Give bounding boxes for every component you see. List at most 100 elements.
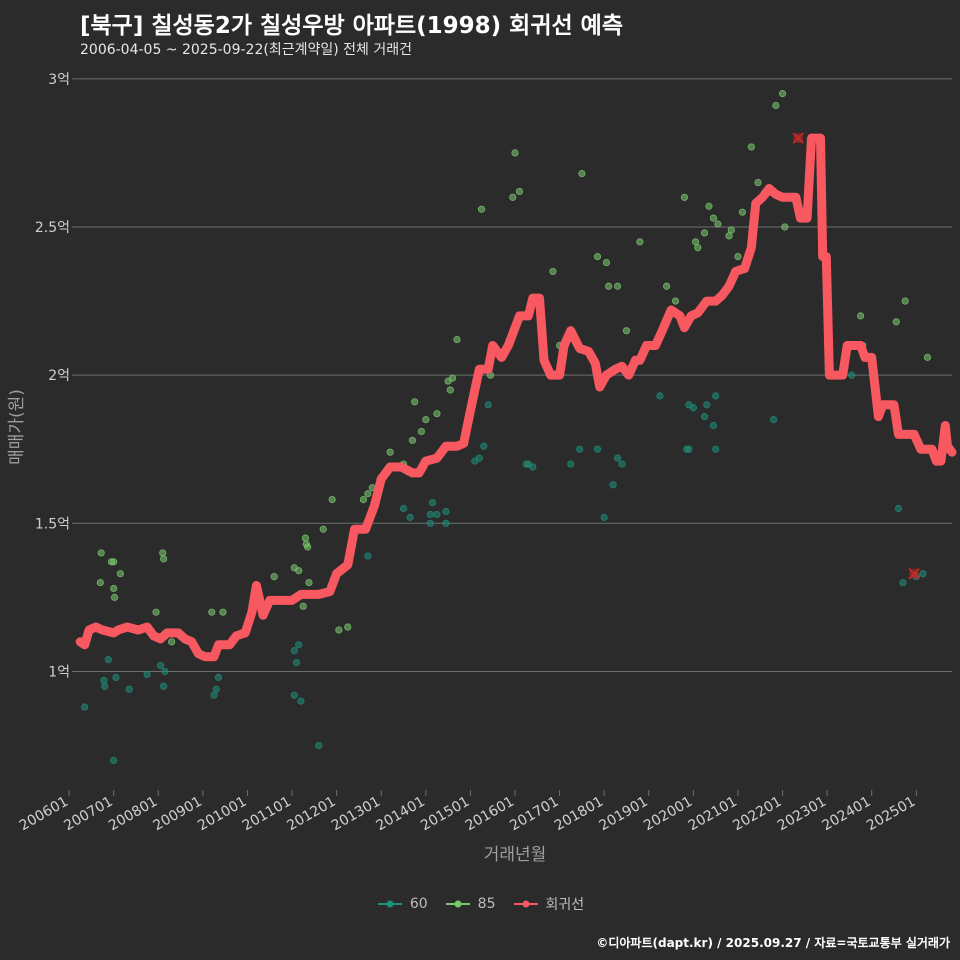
legend-label-regression: 회귀선 [545, 897, 585, 913]
scatter-point-60 [442, 507, 450, 516]
scatter-point-60 [770, 415, 778, 424]
scatter-point-85 [727, 226, 735, 234]
scatter-point-85 [305, 578, 313, 587]
legend-item-85: 85 [444, 896, 496, 912]
scatter-point-60 [484, 401, 492, 409]
scatter-point-60 [428, 498, 437, 507]
y-axis-title: 매매가(원) [7, 389, 27, 465]
x-axis-title: 거래년월 [484, 845, 547, 865]
scatter-point-60 [104, 656, 112, 664]
scatter-point-85 [477, 205, 486, 213]
scatter-point-85 [364, 490, 372, 498]
scatter-point-60 [100, 676, 108, 684]
scatter-point-85 [923, 353, 932, 361]
scatter-point-60 [433, 510, 441, 519]
scatter-point-60 [703, 401, 711, 409]
scatter-point-60 [315, 741, 323, 750]
x-tick-label: 202101 [686, 794, 740, 835]
scatter-point-60 [210, 691, 218, 699]
scatter-point-85 [328, 495, 336, 504]
scatter-point-85 [295, 567, 303, 575]
outlier-cross [792, 132, 804, 144]
scatter-point-60 [214, 673, 223, 681]
legend-label-60: 60 [409, 896, 428, 912]
scatter-point-85 [386, 448, 394, 456]
y-tick-label: 2.5억 [35, 220, 70, 236]
x-tick-label: 200701 [61, 794, 115, 835]
scatter-point-85 [168, 638, 176, 646]
scatter-point-85 [549, 267, 557, 276]
x-tick-label: 200801 [106, 794, 160, 835]
x-tick-label: 202301 [775, 794, 829, 835]
x-tick-label: 202501 [864, 794, 918, 835]
scatter-point-85 [515, 187, 524, 196]
x-tick-label: 202001 [641, 794, 695, 835]
legend-key-60 [377, 900, 402, 908]
scatter-point-85 [856, 312, 865, 320]
scatter-point-60 [156, 661, 165, 670]
scatter-point-85 [453, 335, 461, 344]
scatter-point-85 [433, 410, 441, 418]
scatter-point-60 [600, 513, 608, 521]
scatter-point-60 [160, 682, 168, 690]
scatter-point-60 [685, 445, 693, 453]
scatter-point-60 [919, 570, 927, 578]
x-tick-label: 201601 [463, 794, 517, 835]
scatter-point-60 [212, 685, 220, 693]
scatter-point-85 [680, 193, 689, 201]
scatter-point-60 [426, 510, 434, 519]
scatter-point-60 [399, 504, 408, 513]
scatter-point-85 [613, 282, 622, 290]
scatter-point-60 [292, 658, 301, 667]
scatter-point-85 [208, 608, 216, 616]
scatter-point-60 [161, 667, 169, 676]
x-tick-label: 201801 [552, 794, 606, 835]
scatter-point-85 [159, 549, 167, 557]
scatter-point-85 [422, 415, 430, 424]
scatter-point-85 [344, 623, 352, 631]
scatter-point-60 [567, 460, 575, 468]
scatter-point-85 [116, 570, 124, 578]
scatter-point-60 [112, 673, 120, 681]
x-tick-label: 202201 [730, 794, 784, 835]
scatter-point-60 [848, 371, 856, 379]
scatter-point-85 [709, 214, 718, 222]
scatter-point-85 [511, 149, 519, 157]
scatter-point-85 [602, 258, 611, 267]
scatter-point-60 [143, 670, 151, 679]
scatter-point-60 [609, 481, 617, 489]
scatter-point-60 [101, 682, 109, 690]
scatter-point-85 [304, 543, 312, 551]
scatter-point-60 [529, 463, 537, 471]
scatter-point-85 [734, 253, 742, 261]
x-tick-label: 202401 [819, 794, 873, 835]
scatter-point-60 [406, 513, 414, 521]
y-tick-label: 1.5억 [35, 516, 70, 532]
scatter-point-60 [712, 392, 720, 400]
x-tick-label: 200901 [151, 794, 205, 835]
scatter-point-85 [663, 282, 671, 290]
scatter-point-85 [96, 578, 104, 587]
scatter-point-85 [593, 253, 602, 261]
scatter-point-85 [714, 220, 722, 228]
x-tick-label: 201401 [374, 794, 428, 835]
scatter-point-85 [408, 436, 417, 444]
legend-key-85 [445, 900, 470, 908]
scatter-point-60 [576, 445, 584, 453]
scatter-point-85 [738, 208, 747, 216]
scatter-point-85 [110, 593, 119, 601]
scatter-point-60 [426, 519, 434, 527]
outlier-cross [908, 567, 920, 580]
scatter-point-85 [319, 525, 327, 533]
scatter-point-60 [295, 641, 303, 649]
regression-line [75, 133, 957, 662]
scatter-point-60 [81, 703, 89, 711]
scatter-point-85 [781, 223, 789, 231]
scatter-point-60 [618, 460, 626, 468]
scatter-point-85 [578, 170, 586, 178]
scatter-point-60 [290, 647, 298, 655]
scatter-point-85 [636, 238, 644, 246]
x-tick-label: 201701 [507, 794, 561, 835]
x-tick-label: 201201 [284, 794, 338, 835]
x-tick-label: 201101 [240, 794, 294, 835]
